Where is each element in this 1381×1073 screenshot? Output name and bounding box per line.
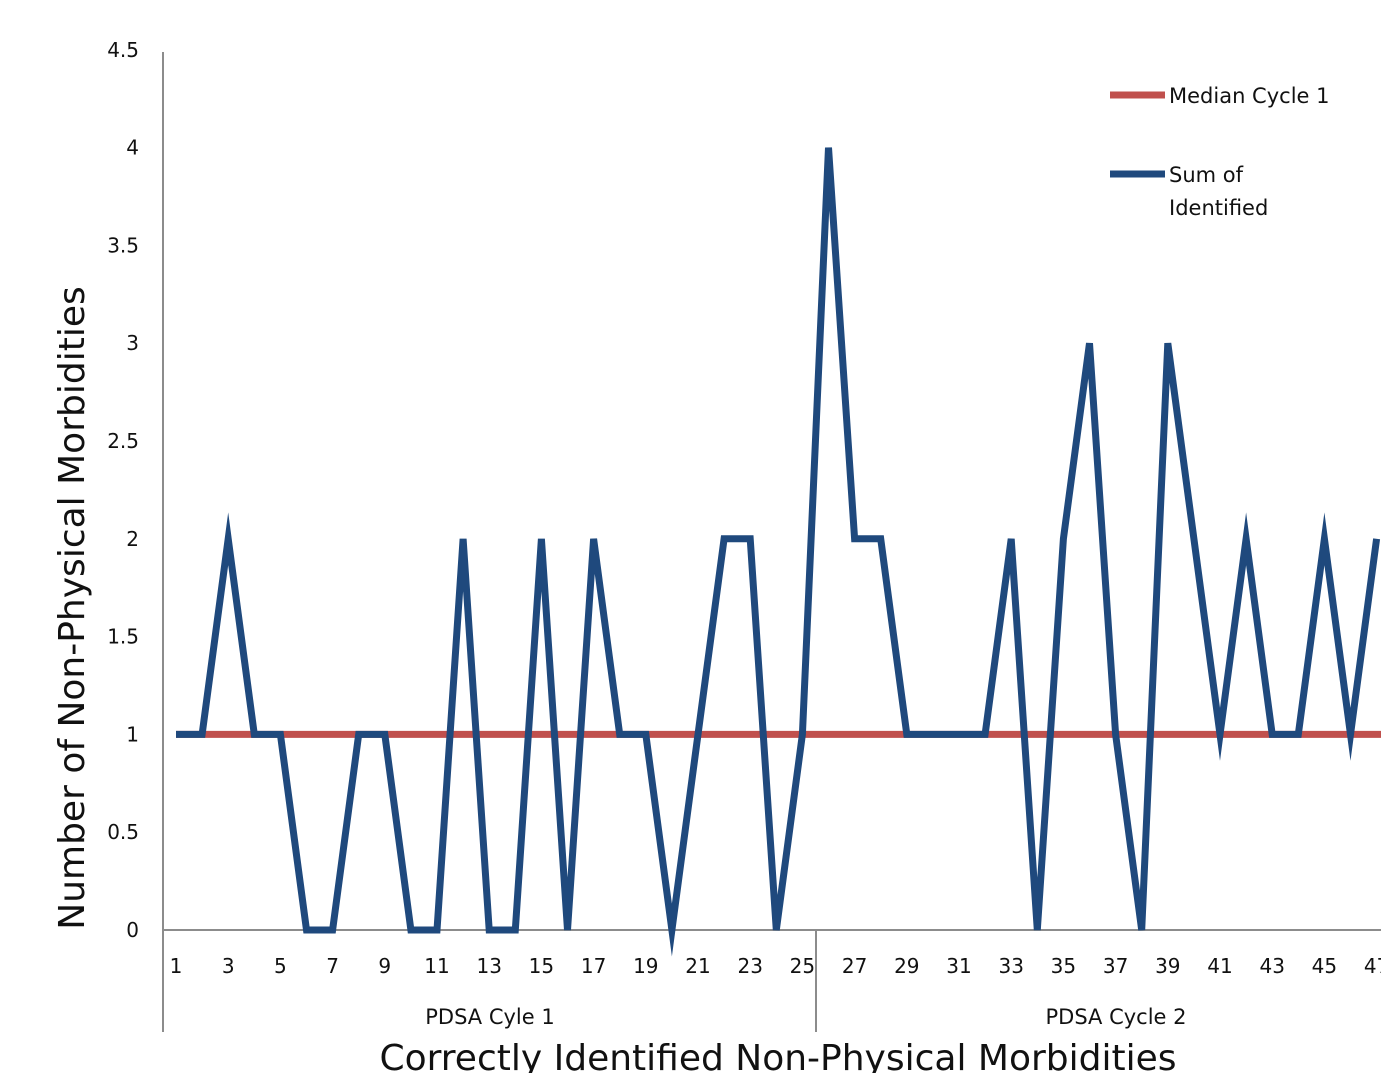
legend-label-median: Median Cycle 1 [1169,84,1329,108]
x-tick-label: 15 [529,954,554,978]
series-lines [176,147,1381,957]
y-tick-label: 2.5 [107,429,139,453]
x-tick-labels: 1 3 5 7 9 11 13 15 17 19 21 23 25 27 29 31 33 35 37 39 41 43 4… [170,954,1381,978]
x-tick-label: 17 [581,954,606,978]
x-tick-label: 31 [946,954,971,978]
legend: Median Cycle 1 Sum of Identified [1110,84,1329,220]
x-tick-label: 7 [326,954,339,978]
y-tick-label: 2 [126,527,139,551]
x-tick-label: 11 [424,954,449,978]
group-label: PDSA Cyle 1 [425,1005,554,1029]
group-labels: PDSA Cyle 1 PDSA Cycle 2 [425,1005,1186,1029]
x-tick-label: 29 [894,954,919,978]
x-tick-label: 19 [633,954,658,978]
sum-identified-line [176,147,1381,957]
y-axis-title: Number of Non-Physical Morbidities [52,286,93,929]
y-tick-label: 1 [126,722,139,746]
x-tick-label: 37 [1103,954,1128,978]
y-tick-label: 4.5 [107,38,139,62]
group-label: PDSA Cycle 2 [1045,1005,1186,1029]
y-tick-label: 3 [126,331,139,355]
x-tick-label: 23 [737,954,762,978]
x-tick-label: 3 [222,954,235,978]
x-tick-label: 39 [1155,954,1180,978]
x-tick-label: 25 [790,954,815,978]
x-tick-label: 9 [378,954,391,978]
y-tick-label: 4 [126,136,139,160]
y-tick-label: 3.5 [107,233,139,257]
legend-label-sum: Sum of Identified [1169,163,1268,220]
x-axis-title: Correctly Identified Non-Physical Morbid… [379,1038,1176,1073]
x-tick-label: 41 [1207,954,1232,978]
x-tick-label: 27 [842,954,867,978]
y-tick-label: 0.5 [107,820,139,844]
y-tick-label: 1.5 [107,625,139,649]
x-tick-label: 35 [1051,954,1076,978]
x-tick-label: 43 [1259,954,1284,978]
axes [162,52,1381,1032]
x-tick-label: 5 [274,954,287,978]
x-tick-label: 33 [998,954,1023,978]
y-tick-label: 0 [126,918,139,942]
x-tick-label: 13 [476,954,501,978]
x-tick-label: 1 [170,954,183,978]
y-tick-labels: 0 0.5 1 1.5 2 2.5 3 3.5 4 4.5 [107,38,139,942]
x-tick-label: 21 [685,954,710,978]
x-tick-label: 47 [1364,954,1381,978]
x-tick-label: 45 [1312,954,1337,978]
